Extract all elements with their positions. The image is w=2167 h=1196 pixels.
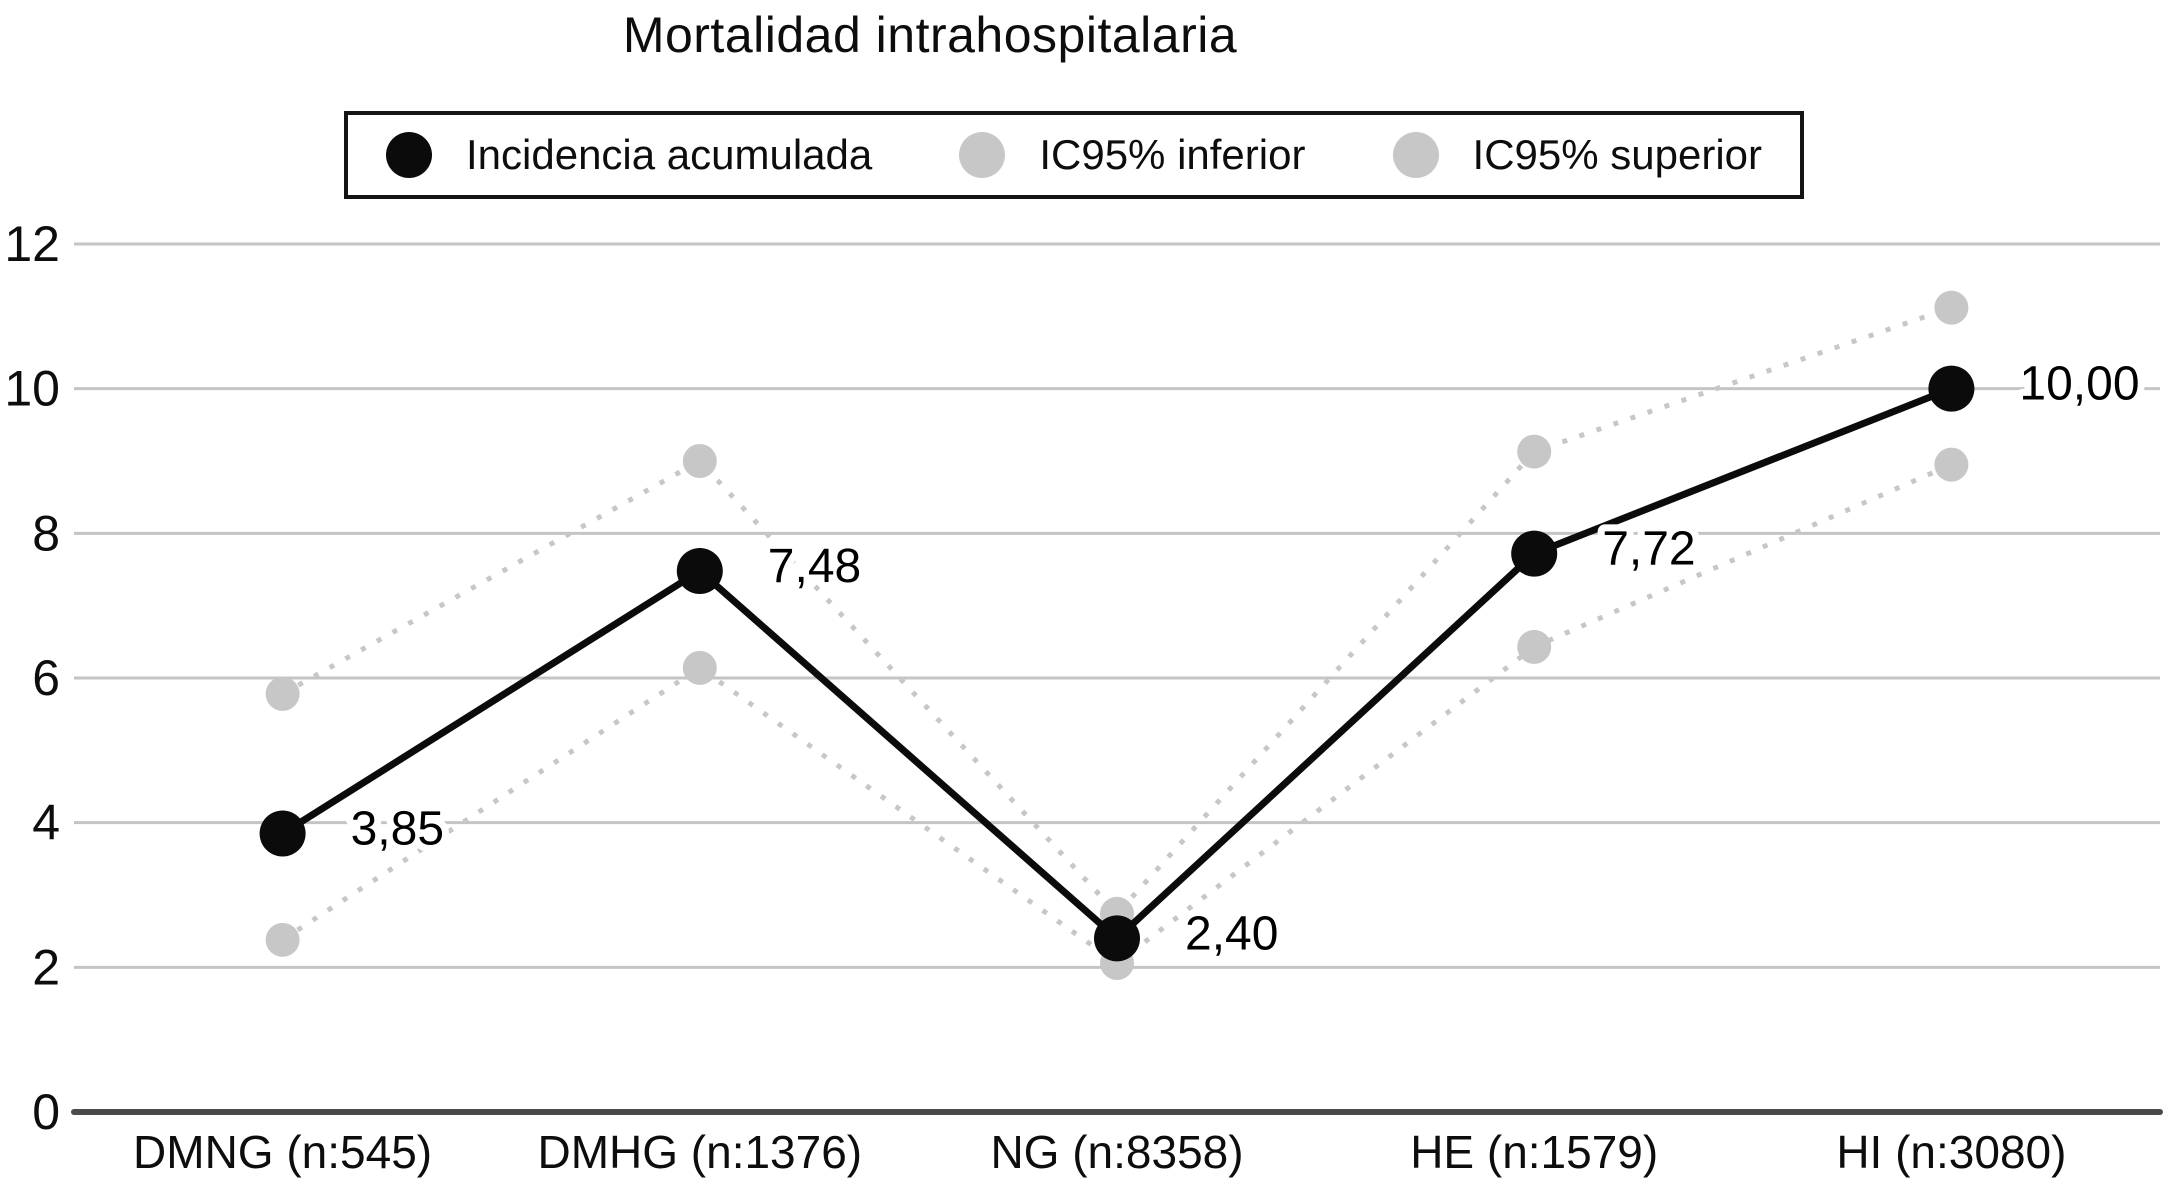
data-point-label: 7,72 <box>1602 523 1695 576</box>
gray-dot-icon <box>959 132 1006 178</box>
ci-point <box>1517 434 1552 469</box>
data-point-label: 2,40 <box>1185 907 1278 960</box>
chart-legend: Incidencia acumulada IC95% inferior IC95… <box>344 111 1804 199</box>
data-point-label: 10,00 <box>2019 358 2139 411</box>
legend-label: IC95% superior <box>1472 131 1762 178</box>
x-category-label: DMNG (n:545) <box>133 1126 432 1178</box>
legend-item-ic95-inferior: IC95% inferior <box>959 131 1305 179</box>
ci-point <box>1934 290 1969 325</box>
ci-dotted-line <box>281 462 1953 967</box>
x-category-label: DMHG (n:1376) <box>537 1126 862 1178</box>
x-category-label: HI (n:3080) <box>1836 1126 2066 1178</box>
black-dot-icon <box>386 132 432 178</box>
incidence-line <box>279 385 1955 942</box>
x-category-label: NG (n:8358) <box>990 1126 1243 1178</box>
legend-item-ic95-superior: IC95% superior <box>1392 131 1762 179</box>
x-category-label: HE (n:1579) <box>1410 1126 1658 1178</box>
data-point <box>1094 915 1140 962</box>
y-tick-label: 0 <box>32 1084 60 1140</box>
y-tick-label: 6 <box>32 650 60 706</box>
data-point <box>1511 530 1558 577</box>
chart-title: Mortalidad intrahospitalaria <box>622 7 1238 63</box>
ci-point <box>682 650 717 685</box>
gray-dot-icon <box>1392 132 1439 178</box>
legend-item-incidencia: Incidencia acumulada <box>386 131 872 179</box>
legend-label: Incidencia acumulada <box>466 131 873 178</box>
data-point <box>676 547 723 594</box>
ci-point <box>1934 447 1969 482</box>
data-point-label: 7,48 <box>768 540 861 593</box>
data-point <box>1928 365 1975 412</box>
ci-point <box>1517 629 1552 664</box>
y-tick-label: 10 <box>4 361 60 417</box>
ci-point <box>265 922 300 957</box>
y-tick-label: 2 <box>32 939 60 995</box>
y-tick-label: 4 <box>32 795 60 851</box>
data-point-label: 3,85 <box>351 803 444 856</box>
y-tick-label: 12 <box>4 216 60 272</box>
ci-point <box>682 444 717 478</box>
y-tick-label: 8 <box>32 505 60 561</box>
data-point <box>259 810 306 857</box>
legend-label: IC95% inferior <box>1039 131 1306 178</box>
ci-point <box>265 676 300 711</box>
